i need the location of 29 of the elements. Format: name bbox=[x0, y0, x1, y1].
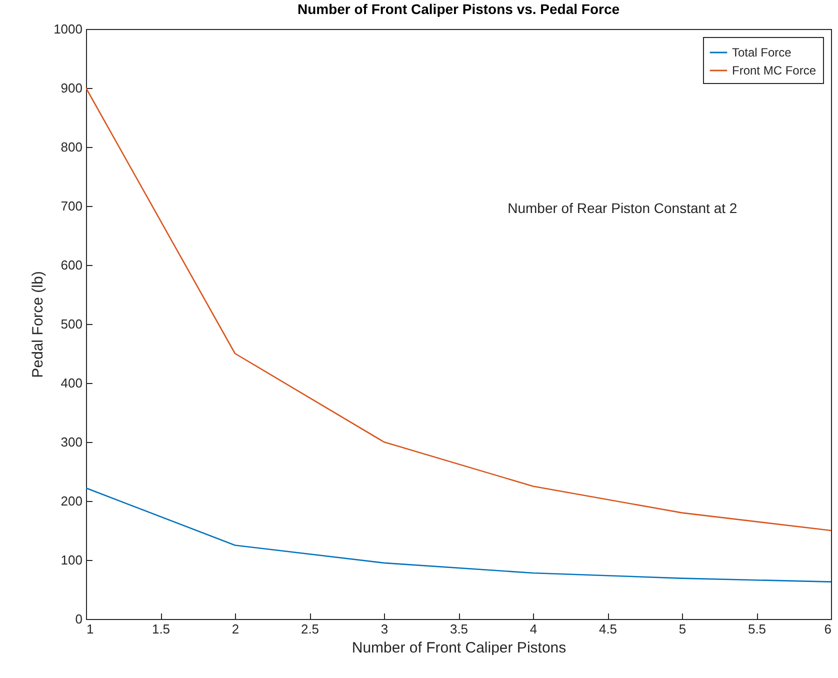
x-tick-label: 4.5 bbox=[598, 622, 618, 636]
x-tick-label: 4 bbox=[530, 622, 538, 636]
legend-label: Front MC Force bbox=[732, 64, 816, 78]
y-tick-label: 0 bbox=[75, 612, 82, 626]
x-tick-label: 2 bbox=[232, 622, 240, 636]
y-tick-label: 900 bbox=[60, 80, 82, 96]
y-tick-label: 200 bbox=[60, 494, 82, 508]
x-tick-label: 6 bbox=[824, 622, 832, 636]
chart-title: Number of Front Caliper Pistons vs. Pedal Force bbox=[297, 1, 620, 17]
x-tick-label: 5 bbox=[678, 622, 686, 636]
y-axis-title: Pedal Force (lb) bbox=[30, 271, 47, 378]
x-tick-label: 3.5 bbox=[450, 622, 468, 636]
y-tick-label: 1000 bbox=[54, 22, 82, 36]
x-tick-label: 1 bbox=[86, 622, 94, 636]
annotation: Number of Rear Piston Constant at 2 bbox=[508, 200, 738, 216]
x-tick-label: 1.5 bbox=[152, 622, 170, 636]
line-series bbox=[86, 487, 831, 582]
line-series bbox=[86, 87, 831, 532]
y-tick-label: 100 bbox=[60, 552, 82, 568]
x-tick-label: 3 bbox=[380, 622, 388, 636]
legend-label: Total Force bbox=[732, 46, 792, 60]
x-tick-label: 2.5 bbox=[300, 622, 320, 636]
y-tick-label: 400 bbox=[60, 376, 82, 390]
x-tick-label: 5.5 bbox=[748, 622, 766, 636]
y-tick-label: 500 bbox=[60, 316, 82, 332]
y-tick-label: 600 bbox=[60, 258, 82, 272]
y-tick-label: 800 bbox=[60, 140, 82, 154]
y-tick-label: 300 bbox=[60, 434, 82, 450]
y-tick-label: 700 bbox=[60, 198, 82, 214]
